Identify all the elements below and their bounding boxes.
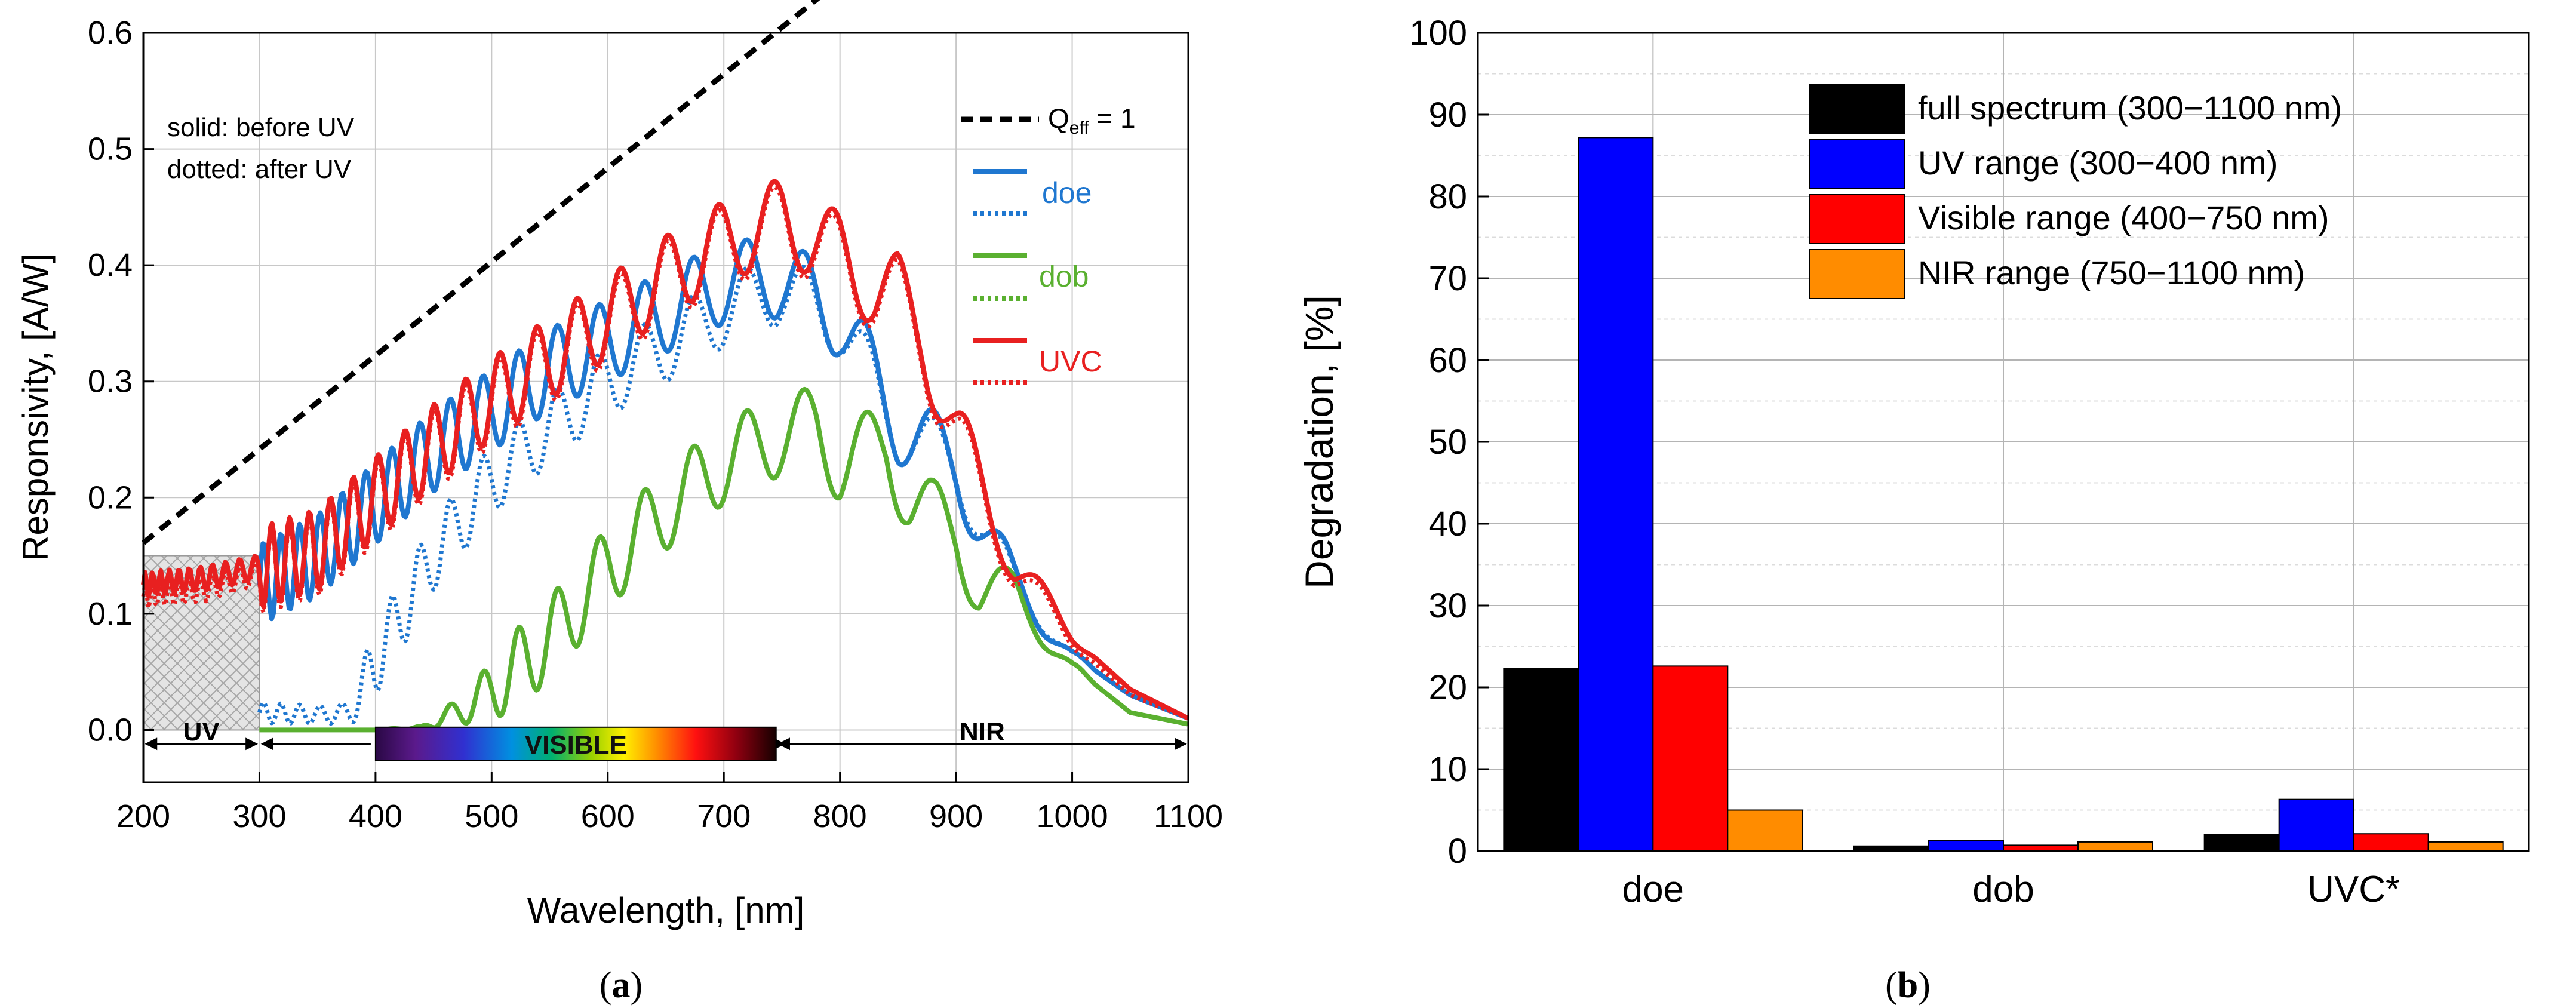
bar-doe-2 [1652, 665, 1729, 852]
curve-UVC-before [141, 179, 1189, 721]
a-ytick-label: 0.2 [88, 480, 133, 515]
a-xtick-label: 800 [813, 798, 867, 834]
panel-a-xlabel: Wavelength, [nm] [527, 890, 805, 930]
panel-b-caption: (b) [1885, 965, 1931, 1006]
panel-a-series [141, 0, 1189, 733]
a-ytick-label: 0.0 [88, 712, 133, 748]
legend-swatch-nir [1809, 249, 1905, 299]
a-xtick-label: 1000 [1036, 798, 1108, 834]
legend-qeff-sub: eff [1069, 118, 1089, 138]
a-ytick-label: 0.3 [88, 364, 133, 399]
legend-dob-label: dob [1039, 260, 1089, 293]
a-xtick-label: 900 [929, 798, 983, 834]
a-ytick-label: 0.6 [88, 15, 133, 51]
panel-a-caption: (a) [600, 965, 643, 1006]
panel-b-caption-letter: b [1898, 965, 1918, 1006]
visible-spectrum-bar [374, 726, 777, 761]
panel-a-legend: Qeff = 1 doe dob UVC [961, 103, 1136, 385]
panel-a-chart: UV VISIBLE NIR 200 300 400 500 600 700 800 900 1… [16, 0, 1223, 1006]
legend-swatch-visible [1809, 194, 1905, 244]
a-xtick-label: 400 [349, 798, 402, 834]
b-ytick-label: 90 [1428, 96, 1467, 134]
a-xtick-label: 200 [116, 798, 170, 834]
b-category-label: doe [1622, 869, 1684, 910]
bar-dob-1 [1928, 840, 2004, 852]
legend-doe-label: doe [1042, 176, 1092, 210]
bar-doe-1 [1578, 137, 1654, 852]
b-ytick-label: 100 [1409, 14, 1467, 53]
b-category-label: UVC* [2307, 869, 2400, 910]
a-xtick-label: 700 [697, 798, 751, 834]
panel-a-plot-area [143, 33, 1188, 782]
a-xtick-label: 300 [232, 798, 286, 834]
b-ytick-label: 10 [1428, 750, 1467, 789]
a-ytick-label: 0.4 [88, 247, 133, 283]
panel-a-caption-open: ( [600, 965, 612, 1006]
panel-b-ticks: 0 10 20 30 40 50 60 70 80 90 100 doe dob UVC* [1409, 14, 2400, 910]
panel-a-frame [142, 32, 1189, 783]
panel-b-caption-close: ) [1918, 965, 1931, 1006]
panel-a-ticks: 200 300 400 500 600 700 800 900 1000 1100 0.0 0.1 0.… [88, 15, 1223, 834]
panel-b-bars [1503, 137, 2504, 852]
bar-UVC-0 [2203, 834, 2280, 852]
b-ytick-label: 80 [1428, 177, 1467, 216]
b-ytick-label: 40 [1428, 505, 1467, 543]
legend-uv-label: UV range (300−400 nm) [1918, 144, 2277, 182]
spectral-band-bar: UV VISIBLE NIR [145, 717, 1187, 761]
legend-visible-label: Visible range (400−750 nm) [1918, 199, 2329, 236]
note-dotted: dotted: after UV [167, 155, 352, 184]
note-solid: solid: before UV [167, 113, 355, 142]
legend-full-label: full spectrum (300−1100 nm) [1918, 89, 2342, 127]
bar-dob-3 [2077, 841, 2153, 852]
a-xtick-label: 600 [581, 798, 635, 834]
legend-swatch-full [1809, 84, 1905, 134]
a-ytick-label: 0.5 [88, 131, 133, 167]
bar-UVC-2 [2353, 833, 2429, 852]
legend-qeff-q: Q [1048, 103, 1069, 134]
legend-qeff-eq: = 1 [1089, 103, 1136, 134]
panel-a-caption-letter: a [612, 965, 631, 1006]
legend-uvc-label: UVC [1039, 345, 1102, 378]
curve-dob-after [259, 387, 1188, 732]
bar-UVC-3 [2427, 841, 2504, 852]
panel-b-caption-open: ( [1885, 965, 1898, 1006]
b-ytick-label: 20 [1428, 668, 1467, 707]
legend-nir-label: NIR range (750−1100 nm) [1918, 254, 2305, 291]
bar-doe-0 [1503, 668, 1579, 852]
b-ytick-label: 30 [1428, 586, 1467, 625]
a-ytick-label: 0.1 [88, 596, 133, 632]
bar-UVC-1 [2278, 798, 2354, 852]
b-ytick-label: 50 [1428, 423, 1467, 462]
panel-b-ylabel: Degradation, [%] [1297, 295, 1341, 589]
panel-a-caption-close: ) [631, 965, 643, 1006]
a-xtick-label: 1100 [1154, 798, 1223, 834]
legend-qeff-label: Qeff = 1 [1048, 103, 1136, 138]
panel-b-chart: 0 10 20 30 40 50 60 70 80 90 100 doe dob UVC* full sp… [1297, 14, 2530, 1006]
panel-a-gridlines [143, 32, 1188, 782]
a-xtick-label: 500 [465, 798, 518, 834]
panel-a-ylabel: Responsivity, [A/W] [16, 253, 56, 561]
panel-b-legend: full spectrum (300−1100 nm) UV range (30… [1809, 84, 2342, 299]
nir-band-label: NIR [960, 717, 1005, 746]
curve-UVC-after [141, 185, 1189, 721]
legend-swatch-uv [1809, 139, 1905, 189]
b-ytick-label: 70 [1428, 259, 1467, 298]
bar-doe-3 [1727, 809, 1803, 852]
qeff-reference-line [142, 0, 820, 545]
b-ytick-label: 60 [1428, 341, 1467, 380]
visible-band-label: VISIBLE [525, 730, 627, 760]
b-category-label: dob [1972, 869, 2034, 910]
b-ytick-label: 0 [1448, 832, 1467, 871]
curve-doe-after [257, 264, 1189, 726]
uv-band-label: UV [183, 717, 220, 746]
